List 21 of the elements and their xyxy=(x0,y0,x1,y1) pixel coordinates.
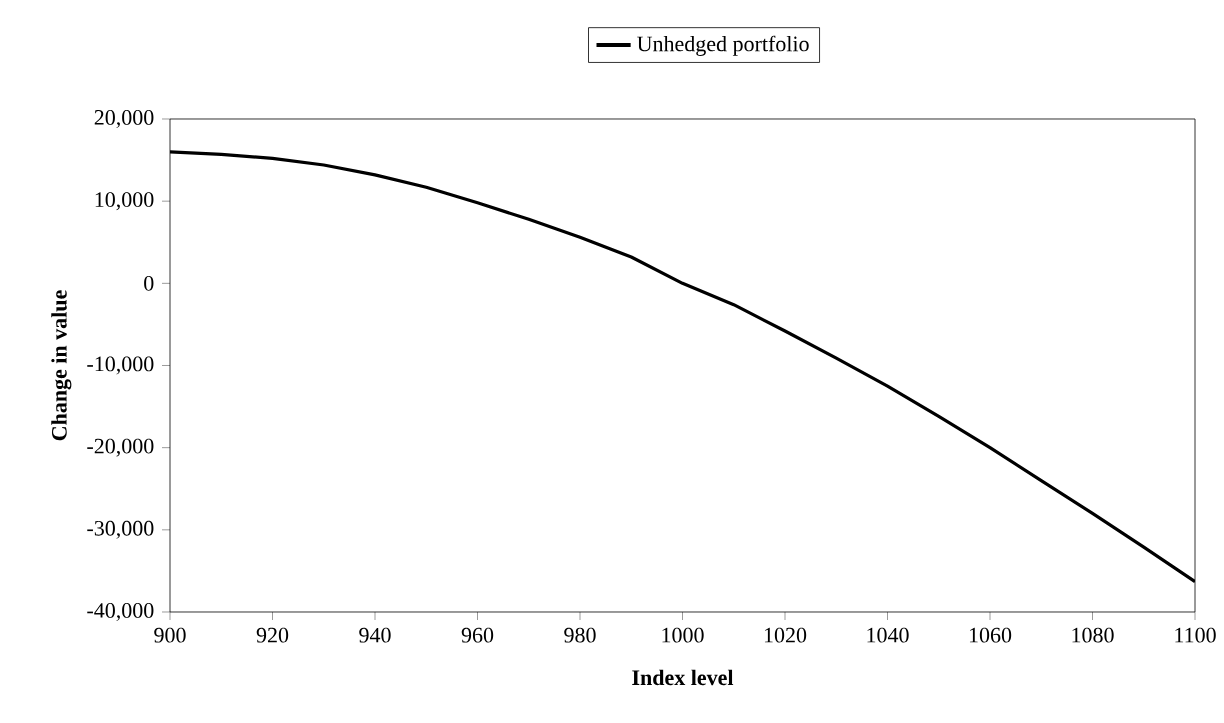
y-tick-label: 20,000 xyxy=(94,110,154,129)
x-tick-label: 960 xyxy=(461,627,494,643)
legend-label: Unhedged portfolio xyxy=(637,35,809,56)
y-tick-label: -30,000 xyxy=(87,520,154,539)
y-tick-label: -40,000 xyxy=(87,603,154,622)
x-tick-label: 980 xyxy=(564,627,596,643)
y-tick-label: -20,000 xyxy=(87,438,154,457)
y-tick-label: 0 xyxy=(144,275,154,291)
y-tick-label: -10,000 xyxy=(87,356,154,375)
x-tick-label: 940 xyxy=(359,627,391,643)
x-tick-label: 1080 xyxy=(1072,627,1114,643)
x-tick-label: 1060 xyxy=(969,627,1012,643)
x-axis-title: Index level xyxy=(632,669,734,686)
x-tick-label: 1040 xyxy=(867,627,909,643)
x-tick-label: 1100 xyxy=(1175,627,1216,643)
x-tick-label: 900 xyxy=(154,627,186,643)
x-tick-label: 1000 xyxy=(662,627,704,643)
y-tick-label: 10,000 xyxy=(95,192,154,211)
x-tick-label: 920 xyxy=(256,627,289,643)
x-tick-label: 1020 xyxy=(764,627,807,643)
y-axis-title: Change in value xyxy=(51,290,72,441)
